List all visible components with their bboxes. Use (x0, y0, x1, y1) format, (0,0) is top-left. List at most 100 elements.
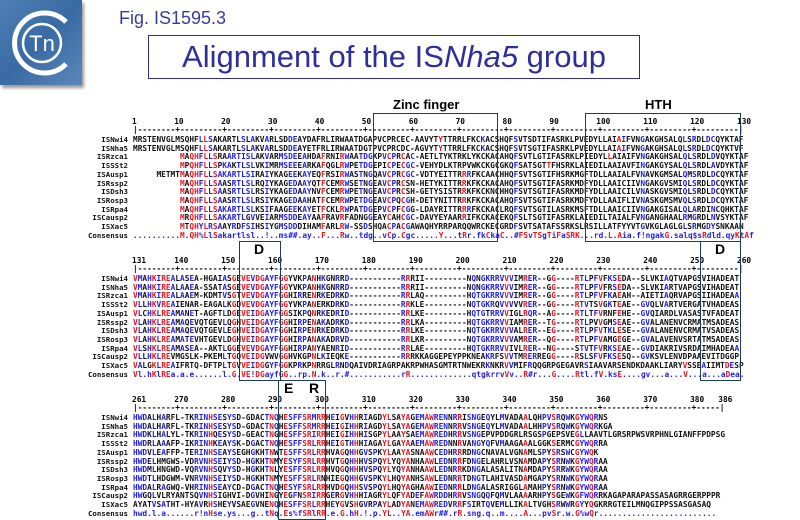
sequence-names: ISNwi4 ISNha5 ISRzca1 ISSSt2 ISAusp1 ISRssp2 I… (0, 135, 128, 240)
sequence-row: VMAHKIREALAAEA-SSATASGEVEVDGAYFGGYVKPANH… (133, 282, 740, 292)
sequence-name: ISNha5 (101, 421, 128, 431)
r-label: R (309, 380, 320, 396)
sequence-name: ISRzca1 (96, 291, 128, 301)
d-box-2 (700, 241, 741, 381)
ruler-line: |--------+---------+---------+---------+… (133, 264, 744, 273)
sequence-row: VLAHKLREAMAQEVQTGEVLQGHVEIDGAYFGGHIRPENA… (133, 317, 740, 327)
ruler-tick-label: 330 (455, 395, 470, 404)
ruler-tick-label: 230 (596, 256, 611, 265)
ruler-line: |--------+---------+---------+---------+… (133, 125, 744, 134)
ruler-tick-label: 310 (361, 395, 376, 404)
ruler-tick-label: 340 (502, 395, 517, 404)
sequence-row: MAQHFLLSAASRTLSLRSIYKAGEDAAHATFCEMRWPETD… (179, 195, 749, 205)
sequence-rows: VMAHKIREALASEA-HGAIASGEVEVDGAYFGGYVKPANH… (133, 274, 745, 379)
sequence-name: ISDsh3 (101, 326, 128, 336)
sequence-name: ISRssp2 (96, 178, 128, 188)
sequence-row: HWDALHARFL-TKRINHSESYSD-GDACTNQHESFFSRMR… (133, 421, 613, 431)
sequence-name: ISXac5 (101, 361, 128, 371)
ruler-tick-label: 200 (455, 256, 470, 265)
sequence-row: HWDVLEAFFP-TERINHSEAYSEGHGKHTNWTESFFSRLR… (133, 447, 599, 457)
zinc-finger-label: Zinc finger (393, 97, 460, 112)
ruler-tick-label: 150 (221, 256, 236, 265)
sequence-name: ISNha5 (101, 282, 128, 292)
consensus-row: ..........M.QH%LlSakartlsl..!..ms##.ay..… (133, 230, 754, 240)
sequence-row: VMAHKIREALAAEM-KDMTVSGTVEVDGAYFGGHIRRENR… (133, 291, 740, 301)
ruler-tick-label: 90 (549, 117, 559, 126)
ruler: 1 10 20 30 40 50 60 70 80 90 100 110 120 130 |--------… (132, 117, 753, 136)
sequence-rows: MRSTENVGLMSQHFLLSAKARTLSLAKVARLSDDEAYDAF… (133, 135, 754, 240)
zinc-finger-box (373, 113, 498, 242)
ruler-tick-label: 360 (596, 395, 611, 404)
ruler-tick-label: 30 (268, 117, 278, 126)
ruler-line: |--------+---------+---------+---------+… (133, 403, 725, 412)
ruler-tick-label: 40 (314, 117, 325, 126)
page-title: Alignment of the ISNha5 group (182, 39, 606, 74)
ruler-tick-label: 210 (502, 256, 517, 265)
d-label-2: D (715, 241, 726, 257)
sequence-name: ISRosp3 (96, 473, 128, 483)
sequence-rows: HWDALHARFL-TKRINHSESYSD-GDACTNQHESFFSRMR… (133, 413, 726, 518)
ruler-tick-label: 120 (690, 117, 705, 126)
ruler-tick-label: 350 (549, 395, 564, 404)
sequence-row: VLAHKLREAMAQEVQTGEVLEGHVEIDGAYFGGHIRPENR… (133, 326, 740, 336)
sequence-name: ISSSt2 (101, 300, 128, 310)
ruler-tick-label: 240 (643, 256, 658, 265)
ruler-tick-label: 70 (455, 117, 465, 126)
ruler-tick-label: 60 (408, 117, 419, 126)
svg-text:Tn: Tn (29, 31, 55, 56)
consensus-row: Vl.hKlREa.a.e......l.G.VE!DGayfGG..rp.N.… (133, 369, 745, 379)
sequence-name: ISDsh3 (101, 187, 128, 197)
ruler: 131 140 150 160 170 180 190 200 210 220 230 240 250 2… (132, 256, 753, 275)
sequence-row: MAQHFLLSAKARTLSLKSIFAAGEEKAYETFCKLRWPATD… (179, 204, 749, 214)
sequence-name: ISNha5 (101, 143, 128, 153)
sequence-name: ISCausp2 (92, 352, 128, 362)
ruler-tick-label: 130 (737, 117, 752, 126)
sequence-name: ISCausp2 (92, 213, 128, 223)
sequence-name: ISAusp1 (96, 447, 128, 457)
sequence-row: VMAHKIREALASEA-HGAIASGEVEVDGAYFGGYVKPANH… (133, 274, 740, 283)
sequence-name: ISRssp2 (96, 317, 128, 327)
sequence-row: VLLHKVREAIENAR-EAGALKGDVEVDGAYFGGYVKPANE… (133, 300, 740, 310)
sequence-name: ISNwi4 (101, 274, 128, 283)
title-box: Alignment of the ISNha5 group (148, 35, 640, 79)
sequence-name: ISRosp3 (96, 195, 128, 205)
ruler-tick-label: 190 (408, 256, 423, 265)
sequence-name: ISDsh3 (101, 465, 128, 475)
sequence-row: MRSTENVGLMSQHFLLSAKARTLSLAKVARLSDDEAYDAF… (133, 135, 744, 144)
sequence-name: ISCausp2 (92, 491, 128, 501)
ruler-tick-label: 80 (502, 117, 512, 126)
sequence-name: ISNwi4 (101, 413, 128, 422)
sequence-name: ISRpa4 (101, 204, 128, 214)
ruler-tick-label: 370 (643, 395, 658, 404)
ruler-tick-label: 220 (549, 256, 564, 265)
sequence-name: ISRzca1 (96, 152, 128, 162)
sequence-name: ISRzca1 (96, 430, 128, 440)
logo-c-icon: Tn (12, 10, 68, 76)
sequence-name: ISNwi4 (101, 135, 128, 144)
sequence-name: ISAusp1 (96, 169, 128, 179)
sequence-row: HWDRLAAAFP-IKRINHKEAYSK-DGACTNQHESFFSRLR… (133, 439, 608, 449)
sequence-row: HWDKLHALYL-TKRINHQESYSD-GEACTNGHESFFSRIR… (133, 430, 726, 440)
ruler-tick-label: 260 (737, 256, 752, 265)
sequence-row: VLCHKLREAMANET-AGFTLDGEVEIDGAYFGGSIKPQNR… (133, 308, 740, 318)
sequence-row: MRSTENVGLMSQHFLLSAKARTLSLAKVARLSDDEAYETF… (133, 143, 744, 153)
ruler-tick-label: 180 (361, 256, 376, 265)
sequence-row: METMTMAQHFLLSAKARTLSIRAIYKAGEEKAYEQFRSIR… (133, 169, 749, 179)
ruler-tick-label: 100 (596, 117, 611, 126)
sequence-row: HWDMLHNGWD-VQRVNHSQVYSD-HGKHTNLYESFFSRLR… (133, 465, 608, 475)
sequence-name: ISRpa4 (101, 482, 128, 492)
ruler-tick-label: 110 (643, 117, 658, 126)
sequence-row: MAQHFLLSRAARTISLAKVARMSDEEAHDAFRNIRWAATD… (179, 152, 749, 162)
consensus-row: hwd.l.a......r!nHse.ys...g..tNq.Es%fSRlR… (133, 508, 717, 518)
er-box (278, 380, 326, 520)
sequence-row: AYATVSATHT-HYAVRHSHEYVSAEGVNENQHESFFSRLR… (133, 500, 711, 510)
ruler: 261 270 280 290 300 310 320 330 340 350 360 370 380 3… (132, 395, 753, 414)
sequence-name: ISAusp1 (96, 308, 128, 318)
sequence-row: HWDALHARFL-TKRINHSESYSD-GDACTNQHESFFSRMR… (133, 413, 608, 422)
ruler-tick-label: 270 (174, 395, 189, 404)
d-box-1 (239, 241, 281, 381)
sequence-row: MTQHYLRSAAYRDFSIHSIYGMSDDDIHAMFARLRW-SSD… (179, 222, 744, 232)
sequence-row: VLAHKLREAMATEVHTGEVLDGHVEIDGAYFGGHIRPANA… (133, 334, 740, 344)
d-label-1: D (254, 241, 265, 257)
sequence-row: HWDTLHDGWM-VNRVNHSEIYSD-HGKHTNMYESFFSRLR… (133, 473, 608, 483)
